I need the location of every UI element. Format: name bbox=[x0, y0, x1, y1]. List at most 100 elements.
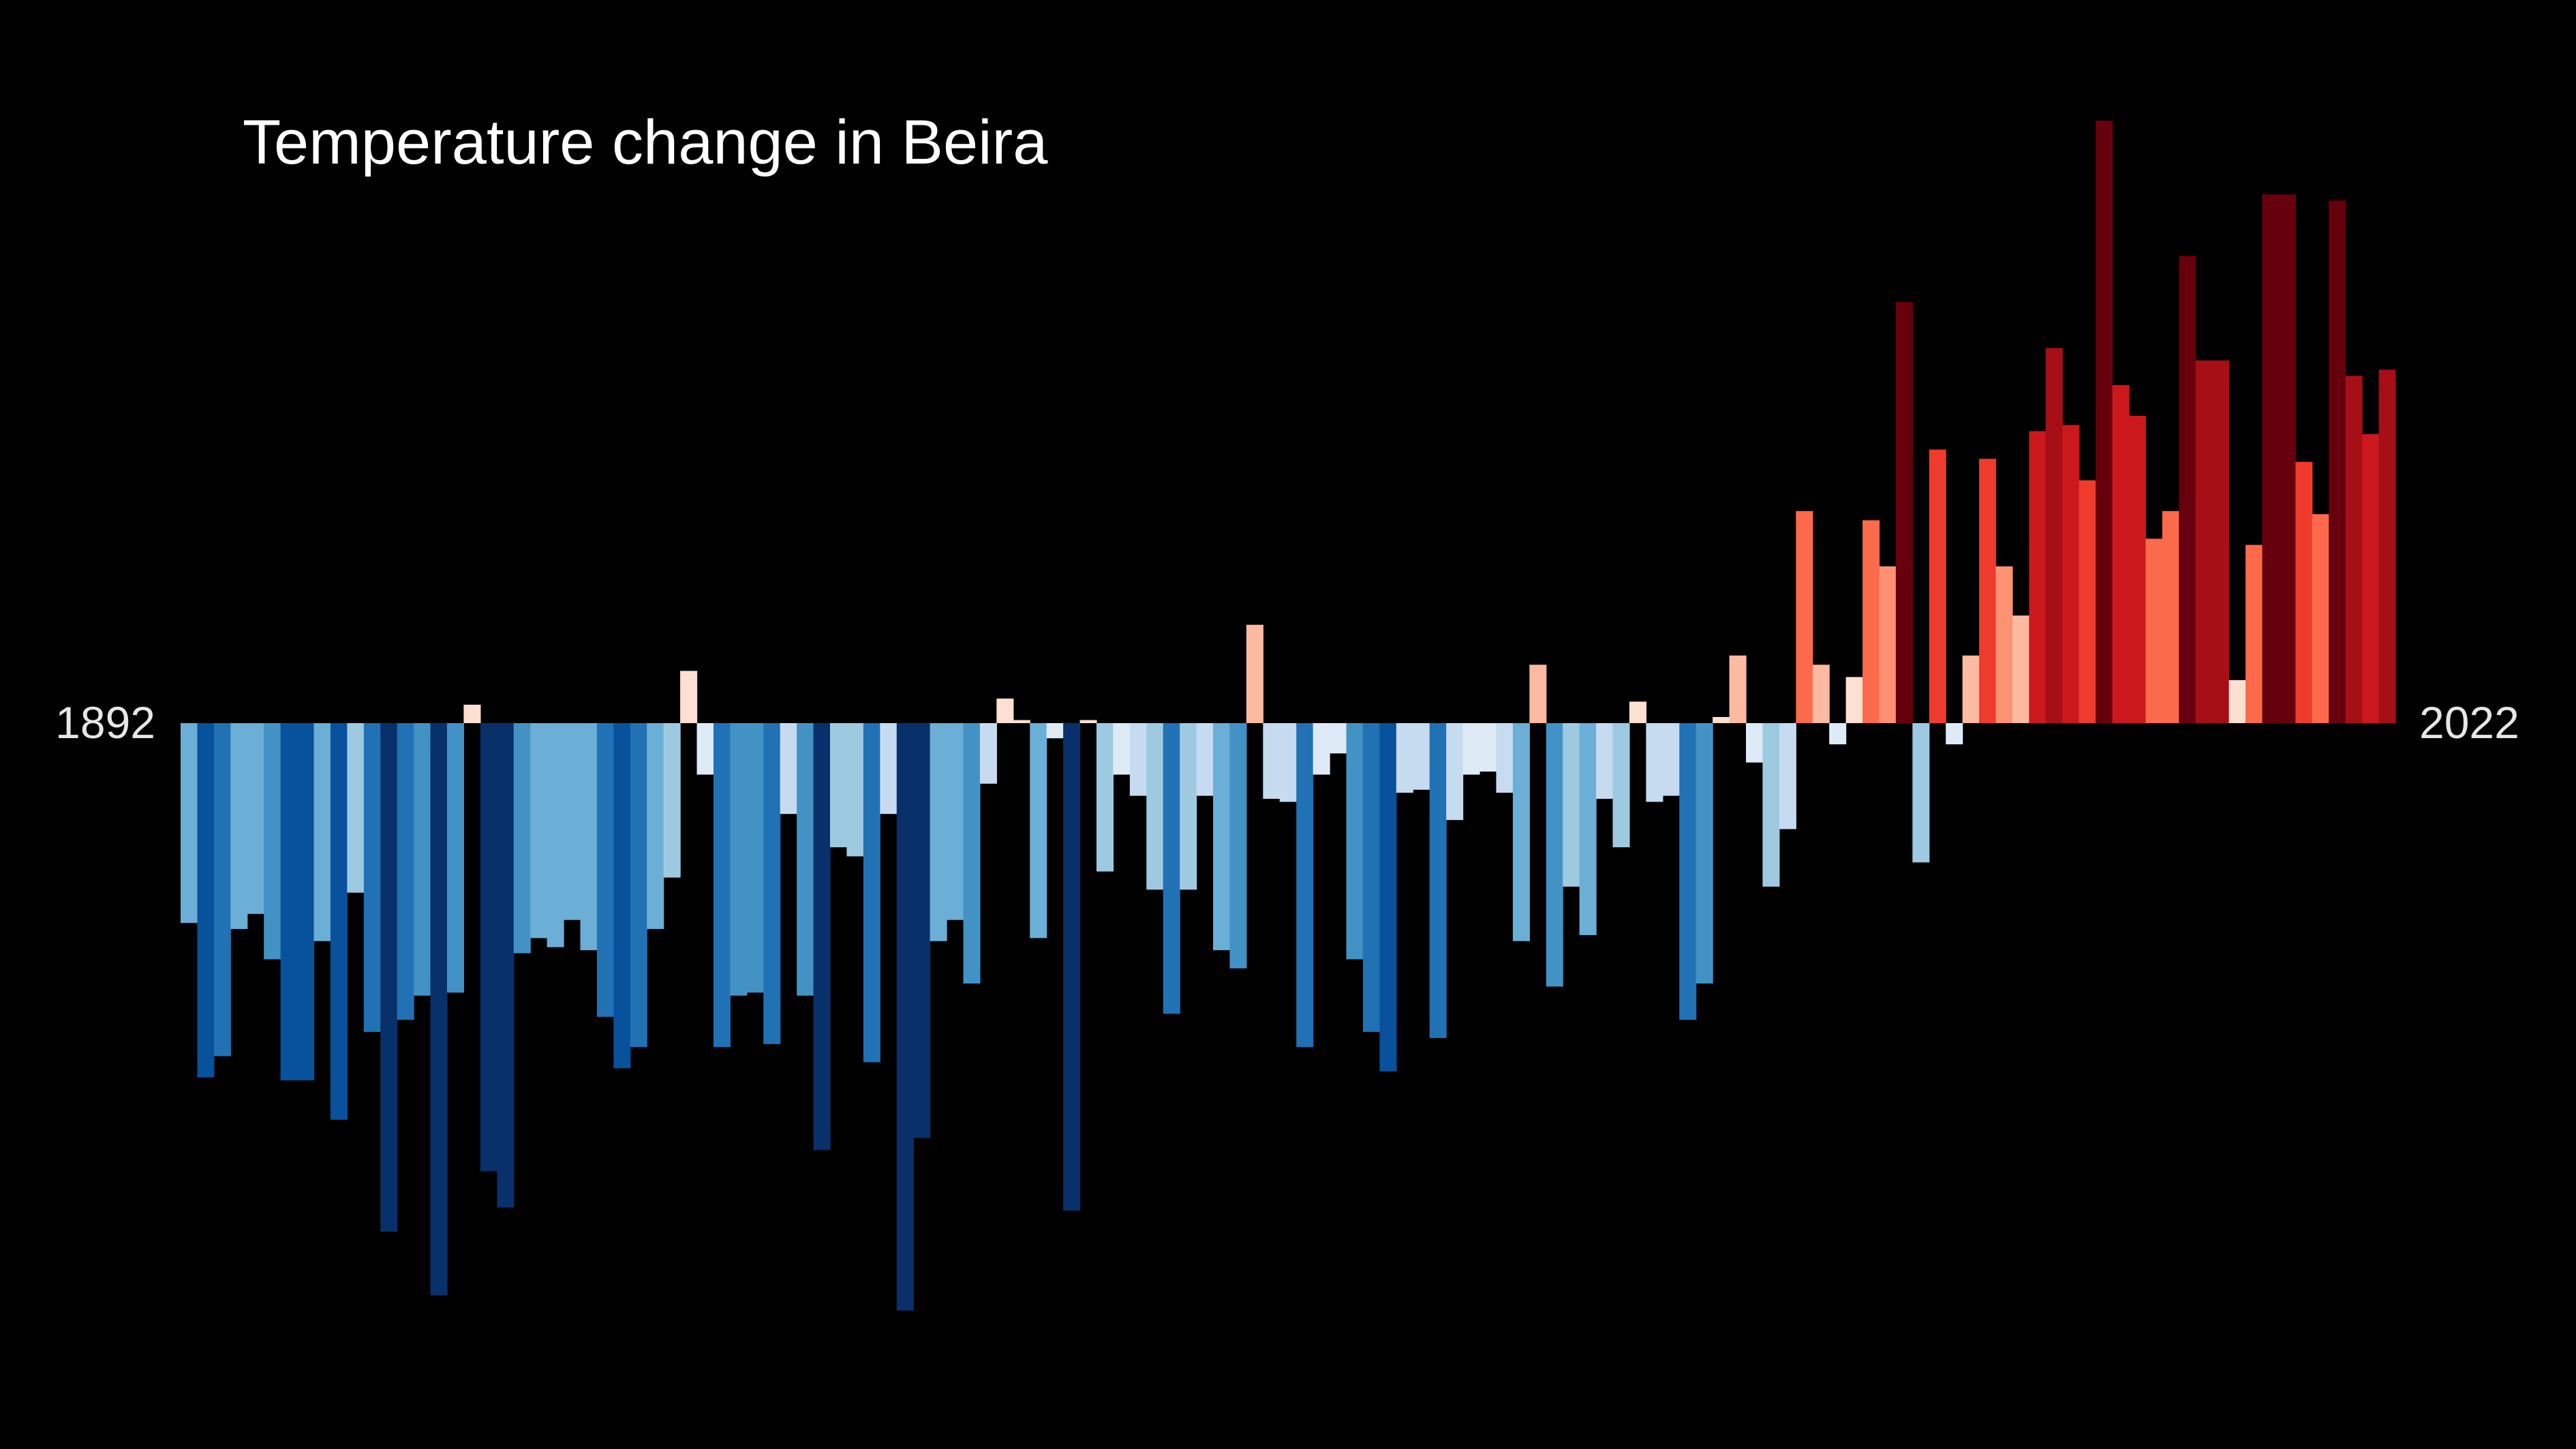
bar-1972 bbox=[1512, 723, 1530, 941]
bar-2008 bbox=[2112, 384, 2130, 723]
bar-1945 bbox=[1063, 723, 1081, 1211]
bar-1999 bbox=[1962, 655, 1980, 723]
bar-1936 bbox=[913, 723, 931, 1138]
bar-1974 bbox=[1546, 723, 1563, 987]
bar-1976 bbox=[1579, 723, 1597, 935]
bar-1901 bbox=[330, 723, 348, 1120]
bar-1893 bbox=[197, 723, 215, 1078]
bar-1899 bbox=[297, 723, 315, 1081]
bar-1973 bbox=[1529, 665, 1547, 723]
bar-1984 bbox=[1713, 716, 1730, 723]
bar-1941 bbox=[996, 698, 1014, 723]
bar-1931 bbox=[830, 723, 848, 848]
bar-2007 bbox=[2096, 121, 2113, 723]
bar-1950 bbox=[1146, 723, 1164, 890]
bar-1997 bbox=[1929, 449, 1946, 723]
bar-1944 bbox=[1046, 723, 1064, 739]
bar-2004 bbox=[2045, 348, 2063, 723]
bar-1987 bbox=[1762, 723, 1780, 887]
bar-2003 bbox=[2029, 431, 2046, 723]
bar-1965 bbox=[1396, 723, 1413, 793]
bar-1911 bbox=[497, 723, 515, 1208]
bar-1916 bbox=[580, 723, 598, 951]
bar-1951 bbox=[1163, 723, 1180, 1014]
bar-2024 bbox=[2378, 369, 2396, 723]
bar-1995 bbox=[1895, 302, 1913, 723]
bar-2011 bbox=[2162, 510, 2179, 723]
bar-1979 bbox=[1629, 701, 1646, 723]
bar-1980 bbox=[1646, 723, 1663, 802]
bar-1935 bbox=[896, 723, 914, 1311]
bar-1991 bbox=[1829, 723, 1847, 745]
bar-1993 bbox=[1862, 520, 1880, 723]
bar-1969 bbox=[1462, 723, 1480, 775]
bar-1912 bbox=[513, 723, 531, 954]
bar-1900 bbox=[313, 723, 331, 941]
bar-1934 bbox=[880, 723, 898, 814]
bar-2001 bbox=[1995, 566, 2013, 723]
bar-1894 bbox=[213, 723, 231, 1056]
bar-1914 bbox=[547, 723, 564, 947]
bar-1930 bbox=[813, 723, 831, 1150]
bar-2021 bbox=[2329, 200, 2346, 723]
x-tick-label-end: 2022 bbox=[2419, 697, 2519, 748]
bar-2005 bbox=[2062, 425, 2080, 723]
bar-1904 bbox=[380, 723, 398, 1232]
bar-2018 bbox=[2278, 194, 2296, 723]
bar-1955 bbox=[1229, 723, 1247, 968]
bar-2017 bbox=[2262, 194, 2280, 723]
bar-1897 bbox=[264, 723, 281, 960]
bar-2020 bbox=[2312, 514, 2329, 723]
bar-2012 bbox=[2179, 256, 2196, 723]
bar-1922 bbox=[680, 671, 698, 723]
bar-1983 bbox=[1696, 723, 1713, 984]
bar-1985 bbox=[1729, 655, 1747, 723]
bar-1937 bbox=[930, 723, 947, 941]
bar-1959 bbox=[1296, 723, 1314, 1048]
bar-1908 bbox=[446, 723, 465, 993]
bar-1971 bbox=[1496, 723, 1514, 793]
bar-1896 bbox=[247, 723, 264, 914]
bar-2006 bbox=[2079, 480, 2096, 723]
bar-1940 bbox=[979, 723, 997, 784]
bar-1964 bbox=[1379, 723, 1397, 1071]
bar-1982 bbox=[1679, 723, 1697, 1020]
bar-1892 bbox=[181, 723, 198, 924]
bar-2014 bbox=[2212, 360, 2230, 723]
bar-1989 bbox=[1796, 510, 1813, 723]
bar-1903 bbox=[363, 723, 381, 1033]
bar-1913 bbox=[530, 723, 548, 939]
bar-1942 bbox=[1013, 720, 1030, 723]
bar-1895 bbox=[230, 723, 248, 930]
bar-2015 bbox=[2228, 680, 2246, 723]
bar-1917 bbox=[596, 723, 614, 1017]
bar-1939 bbox=[963, 723, 981, 984]
bar-2002 bbox=[2012, 615, 2030, 723]
bar-2010 bbox=[2145, 538, 2163, 723]
bar-1924 bbox=[713, 723, 731, 1048]
bar-1996 bbox=[1912, 723, 1930, 863]
bar-1968 bbox=[1446, 723, 1464, 821]
bar-2019 bbox=[2295, 461, 2313, 723]
bar-1963 bbox=[1362, 723, 1380, 1033]
bar-1975 bbox=[1563, 723, 1580, 887]
x-tick-label-start: 1892 bbox=[55, 697, 155, 748]
bar-1919 bbox=[630, 723, 647, 1048]
bar-2009 bbox=[2129, 416, 2147, 723]
bar-1981 bbox=[1662, 723, 1680, 796]
bar-1925 bbox=[730, 723, 748, 996]
bar-1920 bbox=[647, 723, 664, 930]
chart-title: Temperature change in Beira bbox=[243, 108, 1048, 177]
bar-1957 bbox=[1263, 723, 1281, 799]
bar-1953 bbox=[1196, 723, 1214, 796]
bar-1958 bbox=[1279, 723, 1297, 802]
bar-1967 bbox=[1429, 723, 1447, 1038]
bars-group bbox=[181, 121, 2396, 1311]
bar-1948 bbox=[1113, 723, 1131, 775]
bar-1909 bbox=[463, 704, 481, 723]
bar-1947 bbox=[1096, 723, 1114, 872]
bar-1905 bbox=[397, 723, 414, 1020]
bar-2022 bbox=[2345, 376, 2363, 723]
bar-1946 bbox=[1079, 720, 1097, 723]
